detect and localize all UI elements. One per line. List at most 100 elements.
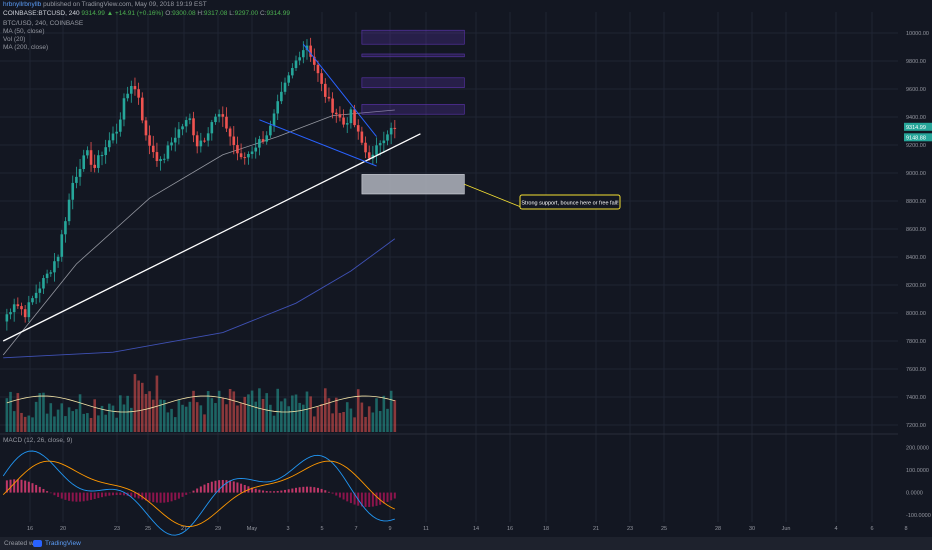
candle-body — [16, 304, 20, 307]
candle-body — [294, 60, 298, 69]
indicator-macd[interactable]: MACD (12, 26, close, 9) — [3, 437, 73, 444]
macd-histogram-bar — [335, 492, 338, 496]
price-tick-label: 10000.00 — [906, 31, 929, 37]
volume-bar — [20, 412, 23, 432]
price-tick-label: 8400.00 — [906, 255, 926, 261]
volume-bar — [27, 415, 31, 432]
macd-histogram-bar — [133, 492, 136, 498]
volume-bar — [345, 402, 349, 432]
time-tick-label: 16 — [27, 526, 33, 532]
price-tick-label: 9600.00 — [906, 87, 926, 93]
candle-body — [305, 45, 309, 51]
macd-histogram-bar — [90, 492, 93, 500]
macd-histogram-bar — [284, 489, 287, 493]
candle-body — [298, 57, 301, 61]
macd-histogram-bar — [309, 486, 312, 493]
macd-histogram-bar — [122, 492, 125, 496]
candle-body — [144, 120, 148, 136]
volume-bar — [78, 394, 82, 432]
candle-body — [323, 83, 327, 97]
indicator-title[interactable]: BTC/USD, 240, COINBASE — [3, 20, 84, 27]
volume-bar — [45, 413, 49, 432]
candle-body — [49, 272, 53, 274]
macd-histogram-bar — [316, 487, 319, 493]
volume-bar — [378, 411, 382, 432]
volume-bar — [239, 403, 243, 432]
macd-histogram-bar — [75, 492, 78, 502]
macd-histogram-bar — [24, 480, 27, 493]
candle-body — [31, 298, 34, 303]
macd-histogram-bar — [185, 492, 188, 495]
candle-body — [45, 273, 49, 279]
candle-body — [382, 140, 386, 144]
candle-body — [338, 114, 342, 118]
macd-histogram-bar — [196, 488, 199, 493]
volume-bar — [334, 397, 338, 432]
indicator-ma50[interactable]: MA (50, close) — [3, 28, 45, 35]
macd-histogram-bar — [71, 492, 74, 502]
indicator-volume[interactable]: Vol (20) — [3, 36, 26, 43]
candle-series — [5, 37, 397, 331]
volume-bar — [353, 417, 356, 432]
volume-bar — [236, 405, 239, 432]
last-price-badge: 9314.99 — [906, 125, 926, 131]
macd-tick-label: 200.0000 — [906, 445, 929, 451]
candle-body — [12, 304, 16, 313]
macd-histogram-bar — [148, 492, 151, 502]
candle-body — [130, 86, 133, 94]
ohlc-line: COINBASE:BTCUSD, 240 9314.99 ▲ +14.91 (+… — [3, 9, 290, 18]
low-value: 9297.00 — [234, 10, 259, 17]
candle-body — [291, 68, 294, 76]
candle-body — [9, 312, 12, 315]
price: 9314.99 — [81, 10, 105, 17]
candle-body — [53, 261, 56, 273]
candle-body — [214, 116, 217, 123]
macd-histogram-bar — [38, 486, 41, 493]
macd-histogram-bar — [262, 490, 265, 493]
candle-body — [78, 169, 82, 177]
candle-body — [64, 221, 67, 235]
footer-brand[interactable]: TradingView — [45, 540, 81, 547]
author-link[interactable]: hrbnyllrbnyllb — [3, 1, 42, 8]
candle-body — [188, 118, 192, 121]
volume-bar — [199, 405, 203, 432]
candle-body — [67, 199, 71, 222]
candle-body — [166, 145, 170, 159]
macd-histogram-bar — [276, 491, 279, 493]
volume-bar — [166, 412, 170, 432]
macd-histogram-bar — [298, 487, 301, 493]
time-axis: 16 20 23 25 27 29 May 3 5 7 9 11 14 16 18 21 23 25 28 30 Jun… — [27, 526, 908, 532]
macd-histogram-bar — [42, 488, 45, 493]
macd-histogram-bar — [86, 492, 89, 501]
macd-histogram-bar — [236, 482, 239, 493]
volume-bar — [188, 401, 192, 432]
candle-body — [27, 302, 31, 318]
volume-bar — [309, 396, 312, 432]
volume-bar — [221, 397, 225, 432]
candle-body — [342, 117, 345, 125]
volume-bar — [327, 398, 331, 432]
macd-histogram-bar — [269, 491, 272, 493]
footer: Created with TradingView — [0, 537, 932, 550]
macd-histogram-bar — [353, 492, 356, 505]
support-zone — [361, 174, 465, 195]
volume-bar — [364, 416, 367, 432]
annotation-text: Strong support, bounce here or free fall… — [521, 201, 619, 207]
volume-bar — [86, 413, 89, 432]
price-tick-label: 8200.00 — [906, 283, 926, 289]
candle-body — [313, 56, 316, 65]
macd-histogram-bar — [79, 492, 82, 502]
volume-bar — [162, 399, 166, 432]
price-chart[interactable]: Strong support, bounce here or free fall… — [0, 0, 932, 537]
time-tick-label: 3 — [286, 526, 289, 532]
macd-histogram-bar — [159, 492, 162, 503]
macd-histogram-bar — [163, 492, 166, 503]
indicator-ma200[interactable]: MA (200, close) — [3, 44, 49, 51]
macd-histogram-bar — [166, 492, 169, 503]
candle-body — [195, 135, 199, 147]
volume-bar — [283, 398, 287, 432]
volume-bar — [261, 398, 265, 432]
resistance-zone — [361, 77, 465, 88]
volume-bar — [144, 393, 148, 432]
volume-bar — [338, 412, 342, 432]
